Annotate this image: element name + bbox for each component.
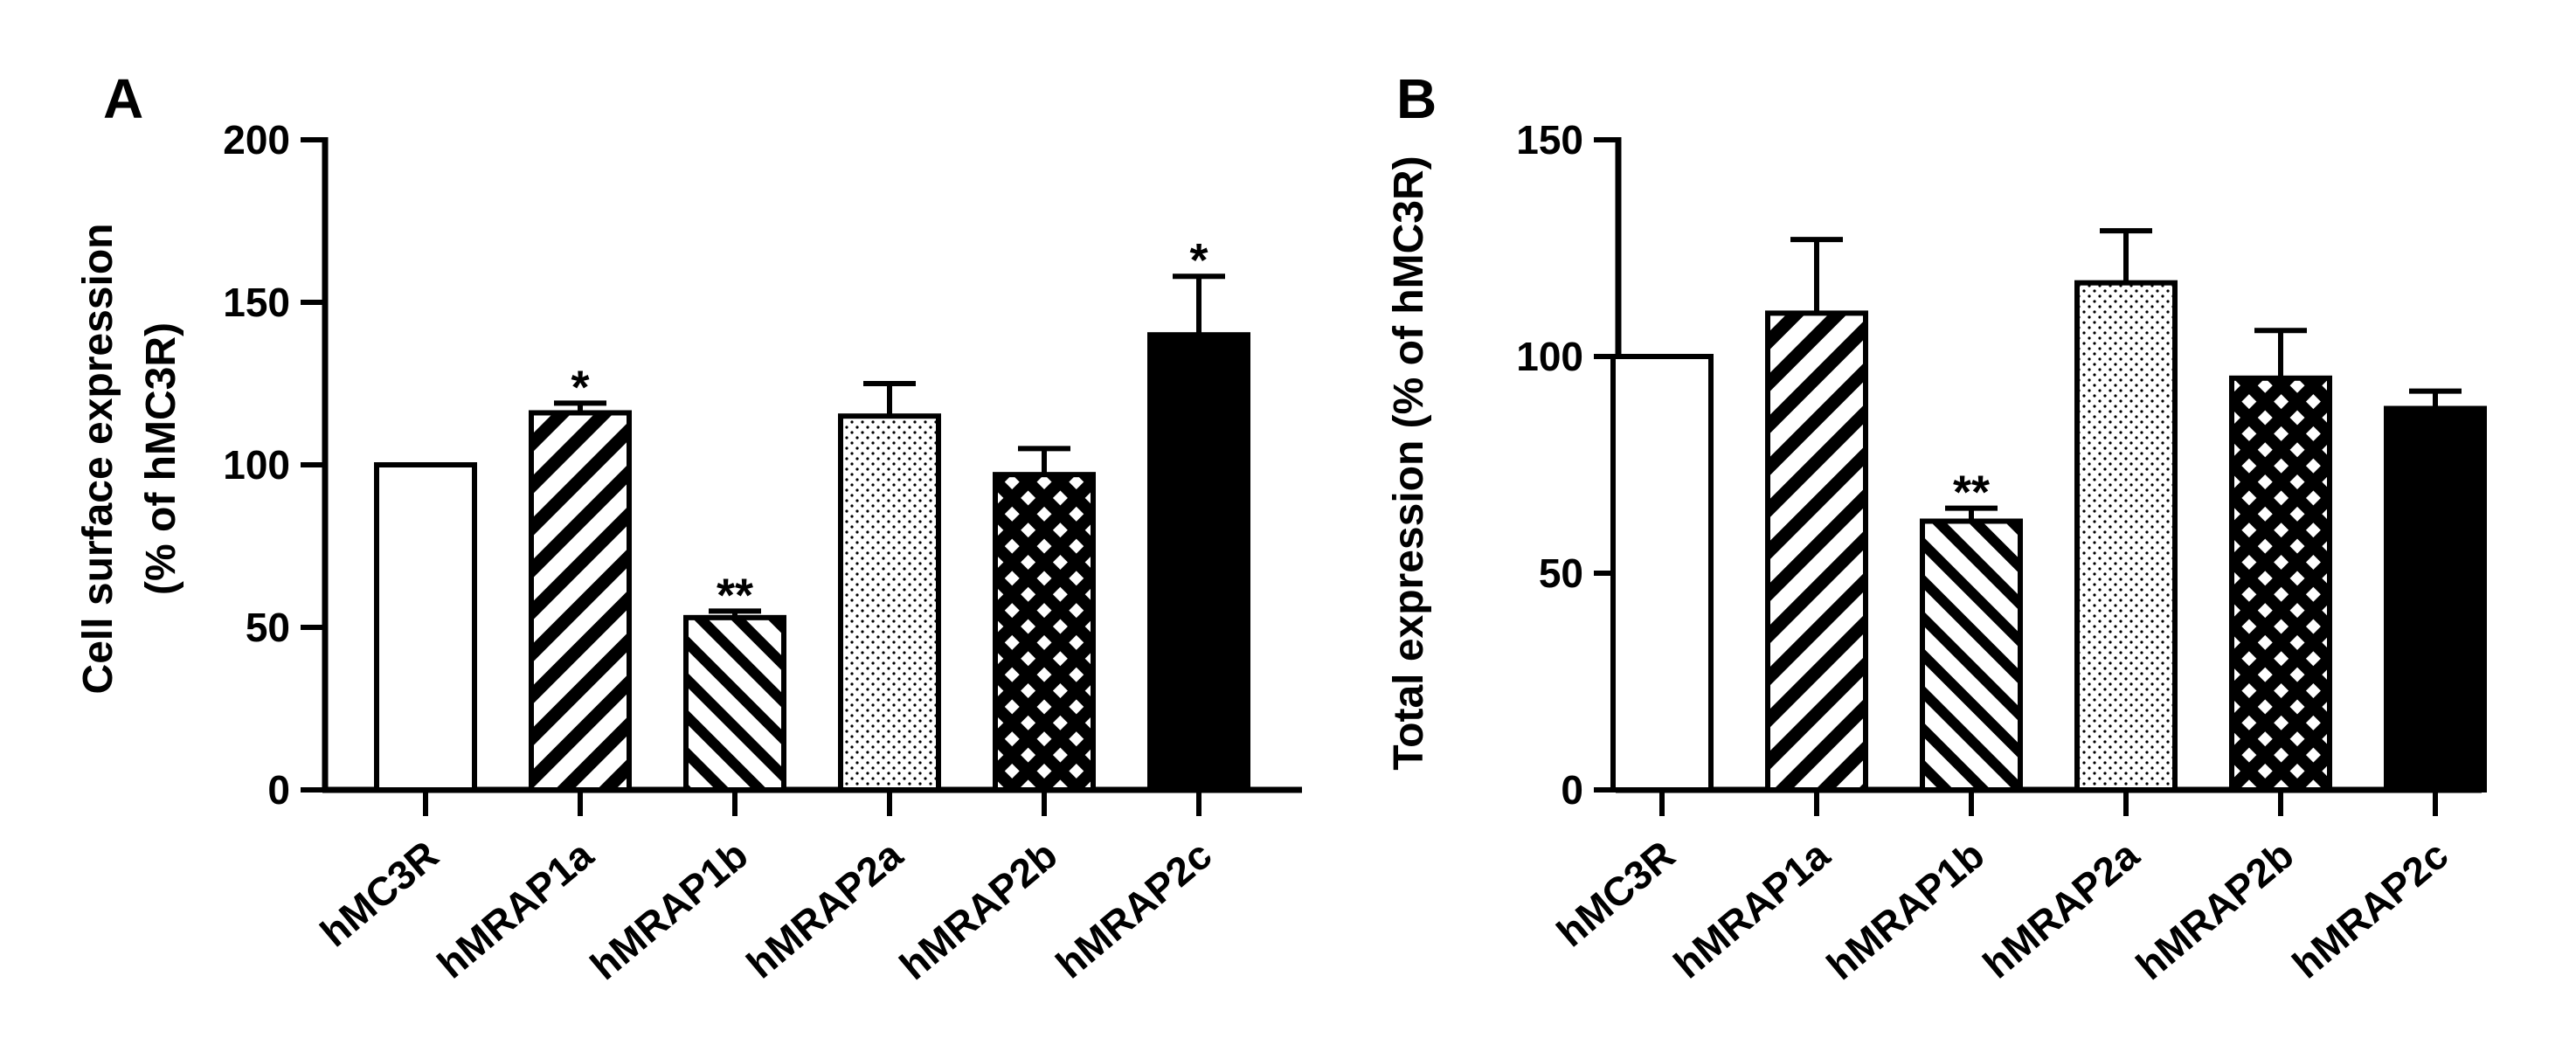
panel-a-x-label-hmrap2c: hMRAP2c — [1048, 832, 1221, 987]
panel-a-bar-hmc3r — [374, 462, 477, 793]
panel-b-bar-hmrap1a — [1765, 310, 1868, 793]
panel-a-bar-hmrap2a — [838, 413, 941, 793]
panel-a-y-tick-label: 100 — [223, 442, 290, 488]
panel-a-y-tick-label: 150 — [223, 280, 290, 325]
panel-b-bar-hmrap1b — [1920, 518, 2023, 793]
panel-b-y-tick-label: 50 — [1539, 550, 1583, 596]
panel-b-significance-hmrap1b: ** — [1953, 467, 1990, 519]
panel-a-bar-hmrap1b — [683, 614, 786, 793]
panel-a-significance-hmrap1a: * — [571, 361, 589, 413]
panel-a-ylabel-line2: (% of hMC3R) — [138, 322, 184, 595]
panel-a-bar-hmrap1a — [529, 410, 632, 793]
panel-a-ylabel-line1: Cell surface expression — [75, 224, 121, 695]
panel-b-x-label-hmrap1b: hMRAP1b — [1818, 832, 1993, 988]
panel-b-plot: 050100150hMC3RhMRAP1a**hMRAP1bhMRAP2ahMR… — [1516, 117, 2487, 988]
panel-a-y-tick-label: 0 — [267, 767, 290, 813]
panel-a-y-tick-label: 50 — [246, 605, 290, 650]
panel-a-x-label-hmrap2a: hMRAP2a — [738, 832, 911, 987]
panel-b-bar-hmrap2b — [2229, 375, 2332, 793]
panel-a-significance-hmrap2c: * — [1189, 234, 1208, 287]
panel-b-x-label-hmrap2c: hMRAP2c — [2284, 832, 2457, 987]
panel-a-significance-hmrap1b: ** — [717, 569, 753, 621]
panel-b-x-label-hmrap1a: hMRAP1a — [1665, 832, 1839, 987]
panel-a-x-label-hmrap2b: hMRAP2b — [891, 832, 1066, 988]
panel-a-x-label-hmrap1b: hMRAP1b — [582, 832, 757, 988]
panel-b-letter: B — [1396, 67, 1437, 130]
panel-b-bar-hmc3r — [1610, 354, 1714, 793]
panel-b-x-label-hmc3r: hMC3R — [1548, 832, 1684, 956]
panel-a-bar-hmrap2b — [993, 472, 1096, 793]
panel-a-bar-hmrap2c — [1147, 332, 1250, 793]
panel-a: A Cell surface expression (% of hMC3R) 0… — [75, 67, 1302, 988]
panel-b: B Total expression (% of hMC3R) 0 50 100 15… — [1386, 67, 2487, 988]
panel-a-plot: 050100150200hMC3R*hMRAP1a**hMRAP1bhMRAP2… — [223, 117, 1302, 988]
panel-b-x-label-hmrap2a: hMRAP2a — [1975, 832, 2148, 987]
panel-a-y-tick-label: 200 — [223, 117, 290, 163]
panel-b-x-label-hmrap2b: hMRAP2b — [2128, 832, 2302, 988]
panel-b-ylabel: Total expression (% of hMC3R) — [1386, 156, 1432, 770]
panel-a-x-label-hmrap1a: hMRAP1a — [429, 832, 602, 987]
panel-a-x-label-hmc3r: hMC3R — [312, 832, 447, 956]
panel-a-letter: A — [103, 67, 143, 130]
panel-b-y-tick-label: 150 — [1516, 117, 1583, 163]
panel-b-y-tick-label: 0 — [1561, 767, 1583, 813]
panel-b-y-tick-label: 100 — [1516, 334, 1583, 379]
panel-b-bar-hmrap2a — [2074, 280, 2178, 793]
panel-b-bar-hmrap2c — [2384, 405, 2487, 793]
